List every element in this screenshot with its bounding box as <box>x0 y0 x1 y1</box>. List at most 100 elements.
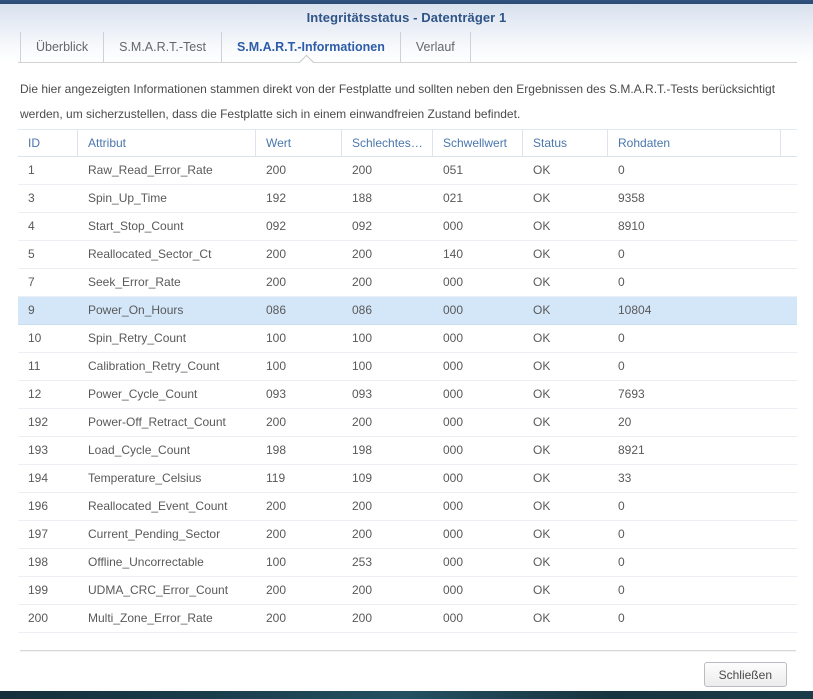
tab-verlauf[interactable]: Verlauf <box>399 32 471 62</box>
table-row[interactable]: 10 Spin_Retry_Count 100 100 000 OK 0 <box>18 325 797 353</box>
table-row[interactable]: 198 Offline_Uncorrectable 100 253 000 OK 0 <box>18 549 797 577</box>
table-row[interactable]: 1 Raw_Read_Error_Rate 200 200 051 OK 0 <box>18 157 797 185</box>
cell-worst: 092 <box>352 219 373 233</box>
footer-separator <box>20 650 796 651</box>
cell-wert: 200 <box>266 415 287 429</box>
description-text: Die hier angezeigten Informationen stamm… <box>20 82 776 121</box>
table-row[interactable]: 200 Multi_Zone_Error_Rate 200 200 000 OK 0 <box>18 605 797 633</box>
table-row[interactable]: 7 Seek_Error_Rate 200 200 000 OK 0 <box>18 269 797 297</box>
cell-attr: Multi_Zone_Error_Rate <box>88 611 213 625</box>
tab-ueberblick[interactable]: Überblick <box>20 32 103 62</box>
column-header-schlechtester[interactable]: Schlechtes… <box>342 130 433 157</box>
cell-wert: 100 <box>266 555 287 569</box>
cell-attr: Power_Cycle_Count <box>88 387 198 401</box>
cell-wert: 200 <box>266 163 287 177</box>
cell-attr: Temperature_Celsius <box>88 471 202 485</box>
cell-raw: 0 <box>618 583 625 597</box>
cell-status: OK <box>533 191 551 205</box>
cell-wert: 200 <box>266 275 287 289</box>
cell-id: 1 <box>28 163 35 177</box>
cell-status: OK <box>533 583 551 597</box>
tab-bar: Überblick S.M.A.R.T.-Test S.M.A.R.T.-Inf… <box>20 32 471 62</box>
table-row[interactable]: 3 Spin_Up_Time 192 188 021 OK 9358 <box>18 185 797 213</box>
cell-id: 194 <box>28 471 49 485</box>
cell-id: 192 <box>28 415 49 429</box>
cell-worst: 200 <box>352 499 373 513</box>
column-header-wert[interactable]: Wert <box>256 130 342 157</box>
cell-wert: 100 <box>266 359 287 373</box>
cell-id: 11 <box>28 359 41 373</box>
cell-thresh: 021 <box>443 191 464 205</box>
cell-wert: 198 <box>266 443 287 457</box>
column-header-attribut[interactable]: Attribut <box>78 130 256 157</box>
cell-worst: 200 <box>352 611 373 625</box>
cell-id: 193 <box>28 443 49 457</box>
cell-raw: 0 <box>618 275 625 289</box>
cell-status: OK <box>533 275 551 289</box>
table-row[interactable]: 4 Start_Stop_Count 092 092 000 OK 8910 <box>18 213 797 241</box>
column-header-status[interactable]: Status <box>523 130 608 157</box>
table-header-row: ID Attribut Wert Schlechtes… Schwellwert… <box>18 129 797 157</box>
table-row[interactable]: 192 Power-Off_Retract_Count 200 200 000 OK 20 <box>18 409 797 437</box>
table-row[interactable]: 194 Temperature_Celsius 119 109 000 OK 33 <box>18 465 797 493</box>
table-row[interactable]: 9 Power_On_Hours 086 086 000 OK 10804 <box>18 297 797 325</box>
cell-end <box>781 325 797 352</box>
cell-raw: 8921 <box>618 443 645 457</box>
cell-attr: Spin_Retry_Count <box>88 331 187 345</box>
cell-end <box>781 381 797 408</box>
table-row[interactable]: 196 Reallocated_Event_Count 200 200 000 OK 0 <box>18 493 797 521</box>
cell-worst: 100 <box>352 359 373 373</box>
cell-attr: Power-Off_Retract_Count <box>88 415 226 429</box>
cell-status: OK <box>533 219 551 233</box>
cell-raw: 0 <box>618 247 625 261</box>
column-header-rohdaten[interactable]: Rohdaten <box>608 130 781 157</box>
cell-worst: 200 <box>352 163 373 177</box>
cell-worst: 200 <box>352 415 373 429</box>
cell-wert: 093 <box>266 387 287 401</box>
cell-end <box>781 185 797 212</box>
cell-raw: 9358 <box>618 191 645 205</box>
cell-end <box>781 605 797 632</box>
cell-wert: 192 <box>266 191 287 205</box>
cell-worst: 198 <box>352 443 373 457</box>
cell-thresh: 000 <box>443 219 464 233</box>
table-row[interactable]: 12 Power_Cycle_Count 093 093 000 OK 7693 <box>18 381 797 409</box>
cell-thresh: 000 <box>443 499 464 513</box>
table-row[interactable]: 197 Current_Pending_Sector 200 200 000 OK 0 <box>18 521 797 549</box>
close-button[interactable]: Schließen <box>703 662 787 687</box>
cell-end <box>781 213 797 240</box>
cell-thresh: 000 <box>443 387 464 401</box>
cell-worst: 100 <box>352 331 373 345</box>
tab-smart-test[interactable]: S.M.A.R.T.-Test <box>103 32 221 62</box>
cell-thresh: 000 <box>443 359 464 373</box>
table-row[interactable]: 5 Reallocated_Sector_Ct 200 200 140 OK 0 <box>18 241 797 269</box>
cell-thresh: 000 <box>443 303 464 317</box>
cell-id: 197 <box>28 527 49 541</box>
cell-status: OK <box>533 555 551 569</box>
cell-wert: 200 <box>266 527 287 541</box>
cell-wert: 200 <box>266 583 287 597</box>
cell-id: 12 <box>28 387 42 401</box>
column-header-id[interactable]: ID <box>18 130 78 157</box>
cell-id: 9 <box>28 303 35 317</box>
cell-status: OK <box>533 527 551 541</box>
table-row[interactable]: 199 UDMA_CRC_Error_Count 200 200 000 OK 0 <box>18 577 797 605</box>
cell-raw: 8910 <box>618 219 645 233</box>
cell-wert: 086 <box>266 303 287 317</box>
cell-id: 4 <box>28 219 35 233</box>
table-row[interactable]: 11 Calibration_Retry_Count 100 100 000 OK 0 <box>18 353 797 381</box>
cell-worst: 253 <box>352 555 373 569</box>
cell-status: OK <box>533 415 551 429</box>
cell-status: OK <box>533 331 551 345</box>
column-header-schwellwert[interactable]: Schwellwert <box>433 130 523 157</box>
cell-thresh: 000 <box>443 527 464 541</box>
cell-status: OK <box>533 163 551 177</box>
cell-wert: 200 <box>266 247 287 261</box>
table-row[interactable]: 193 Load_Cycle_Count 198 198 000 OK 8921 <box>18 437 797 465</box>
cell-end <box>781 353 797 380</box>
cell-status: OK <box>533 387 551 401</box>
column-header-spacer <box>781 130 797 157</box>
cell-worst: 109 <box>352 471 373 485</box>
tab-smart-informationen[interactable]: S.M.A.R.T.-Informationen <box>220 32 400 62</box>
